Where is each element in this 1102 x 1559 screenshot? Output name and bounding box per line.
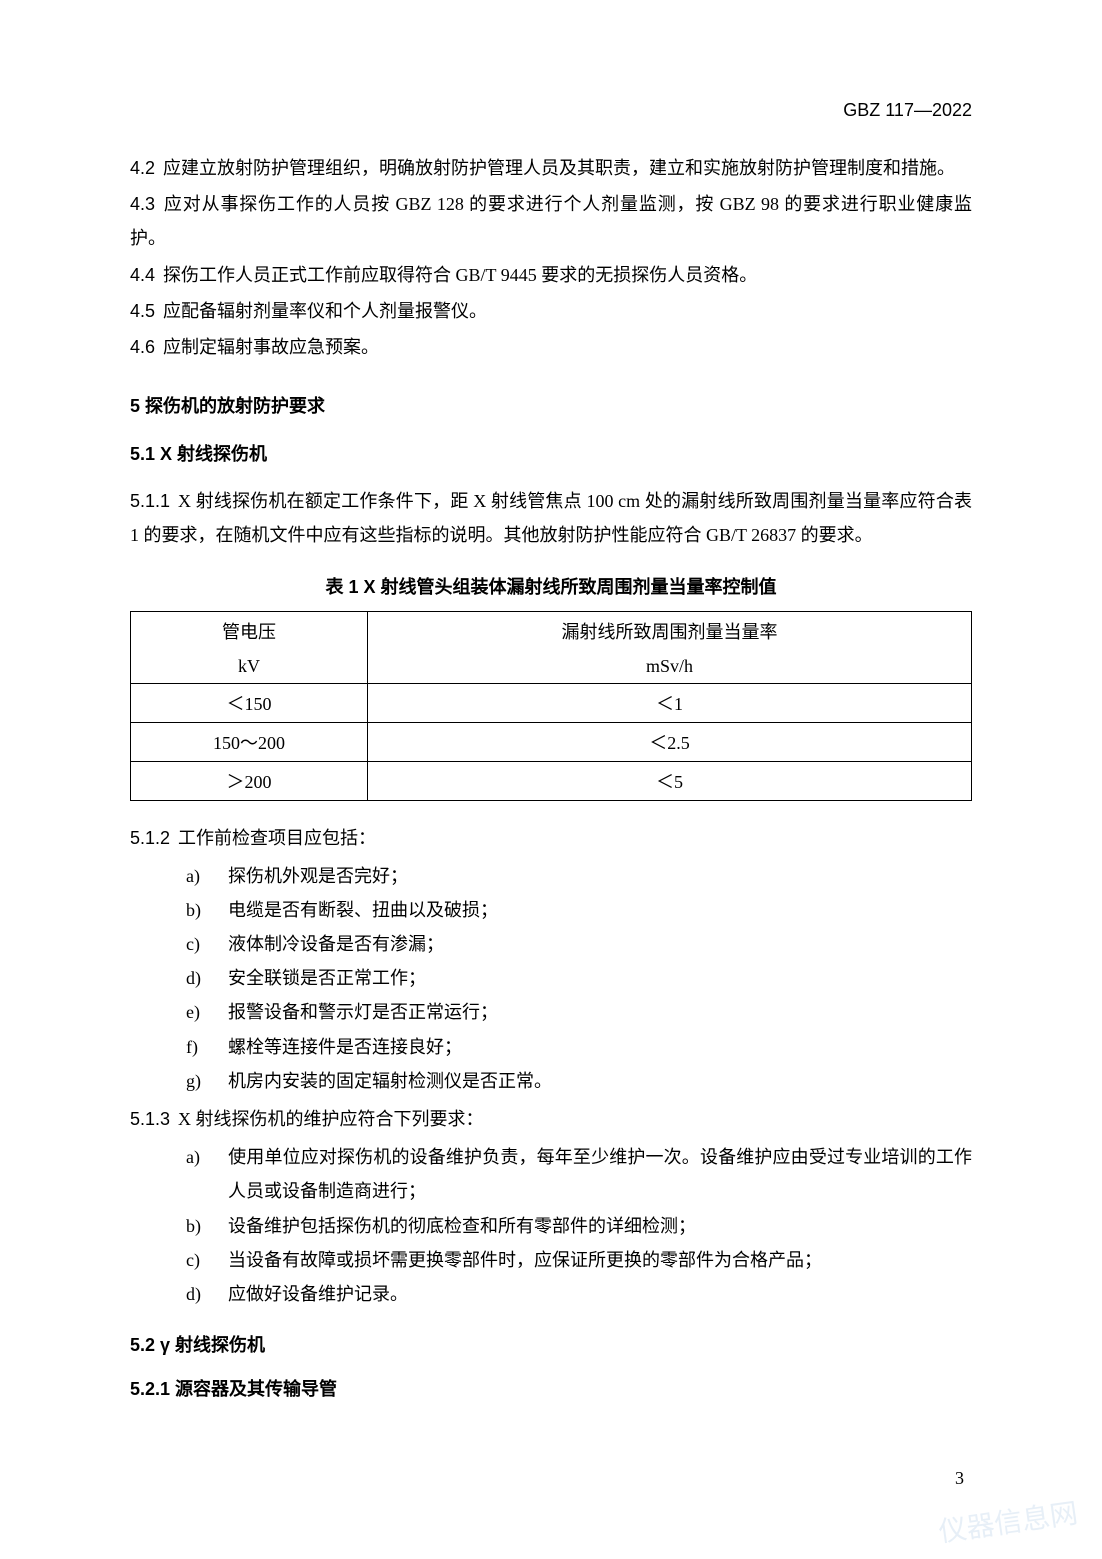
table-header-row-2: kV mSv/h — [131, 650, 972, 684]
page-number: 3 — [955, 1468, 964, 1489]
list-marker: b) — [186, 1209, 214, 1243]
table-row: ＜150 ＜1 — [131, 683, 972, 722]
clause-num: 4.4 — [130, 265, 155, 285]
list-item: a) 使用单位应对探伤机的设备维护负责，每年至少维护一次。设备维护应由受过专业培训… — [172, 1140, 972, 1208]
clause-text: 应建立放射防护管理组织，明确放射防护管理人员及其职责，建立和实施放射防护管理制度… — [163, 158, 955, 178]
document-code: GBZ 117—2022 — [130, 100, 972, 121]
list-item-text: 当设备有故障或损坏需更换零部件时，应保证所更换的零部件为合格产品； — [228, 1250, 822, 1270]
table-cell: ＞200 — [131, 761, 368, 800]
list-item-text: 应做好设备维护记录。 — [228, 1284, 408, 1304]
section-5-2-heading: 5.2 γ 射线探伤机 — [130, 1331, 972, 1357]
clause-5-1-1: 5.1.1X 射线探伤机在额定工作条件下，距 X 射线管焦点 100 cm 处的… — [130, 484, 972, 552]
clause-text: 应配备辐射剂量率仪和个人剂量报警仪。 — [163, 301, 487, 321]
list-item-text: 电缆是否有断裂、扭曲以及破损； — [228, 900, 498, 920]
clause-num: 4.5 — [130, 301, 155, 321]
clause-text: 工作前检查项目应包括： — [178, 828, 376, 848]
clause-4-4: 4.4 探伤工作人员正式工作前应取得符合 GB/T 9445 要求的无损探伤人员资… — [130, 258, 972, 292]
table-1-title: 表 1 X 射线管头组装体漏射线所致周围剂量当量率控制值 — [130, 573, 972, 599]
watermark: 仪器信息网 — [936, 1491, 1080, 1550]
clause-4-2: 4.2 应建立放射防护管理组织，明确放射防护管理人员及其职责，建立和实施放射防护管… — [130, 151, 972, 185]
table-cell: ＜1 — [368, 683, 972, 722]
table-header-cell: kV — [131, 650, 368, 684]
list-item: c) 液体制冷设备是否有渗漏； — [172, 927, 972, 961]
list-item: b) 电缆是否有断裂、扭曲以及破损； — [172, 893, 972, 927]
list-item: a) 探伤机外观是否完好； — [172, 859, 972, 893]
clause-num: 4.6 — [130, 337, 155, 357]
list-item: g) 机房内安装的固定辐射检测仪是否正常。 — [172, 1064, 972, 1098]
list-marker: c) — [186, 927, 214, 961]
clause-text: 探伤工作人员正式工作前应取得符合 GB/T 9445 要求的无损探伤人员资格。 — [163, 265, 757, 285]
section-5-2-1-heading: 5.2.1 源容器及其传输导管 — [130, 1375, 972, 1401]
list-marker: e) — [186, 995, 214, 1029]
clause-num: 5.1.2 — [130, 828, 170, 848]
table-header-cell: 漏射线所致周围剂量当量率 — [368, 611, 972, 650]
clause-5-1-2: 5.1.2 工作前检查项目应包括： — [130, 821, 972, 855]
list-item: b) 设备维护包括探伤机的彻底检查和所有零部件的详细检测； — [172, 1209, 972, 1243]
list-item: f) 螺栓等连接件是否连接良好； — [172, 1030, 972, 1064]
list-5-1-2: a) 探伤机外观是否完好； b) 电缆是否有断裂、扭曲以及破损； c) 液体制冷设备是… — [130, 859, 972, 1098]
list-marker: a) — [186, 859, 214, 893]
list-marker: c) — [186, 1243, 214, 1277]
clause-4-6: 4.6 应制定辐射事故应急预案。 — [130, 330, 972, 364]
list-5-1-3: a) 使用单位应对探伤机的设备维护负责，每年至少维护一次。设备维护应由受过专业培训… — [130, 1140, 972, 1311]
clause-4-3: 4.3应对从事探伤工作的人员按 GBZ 128 的要求进行个人剂量监测，按 GB… — [130, 187, 972, 255]
table-header-row-1: 管电压 漏射线所致周围剂量当量率 — [131, 611, 972, 650]
list-item-text: 安全联锁是否正常工作； — [228, 968, 426, 988]
clause-text: 应对从事探伤工作的人员按 GBZ 128 的要求进行个人剂量监测，按 GBZ 9… — [130, 194, 972, 248]
table-header-cell: 管电压 — [131, 611, 368, 650]
list-marker: f) — [186, 1030, 214, 1064]
clause-num: 5.1.1 — [130, 491, 170, 511]
list-item-text: 液体制冷设备是否有渗漏； — [228, 934, 444, 954]
section-5-1-heading: 5.1 X 射线探伤机 — [130, 440, 972, 466]
list-item: d) 应做好设备维护记录。 — [172, 1277, 972, 1311]
clause-4-5: 4.5 应配备辐射剂量率仪和个人剂量报警仪。 — [130, 294, 972, 328]
table-cell: ＜150 — [131, 683, 368, 722]
clause-text: 应制定辐射事故应急预案。 — [163, 337, 379, 357]
list-marker: a) — [186, 1140, 214, 1174]
list-item-text: 设备维护包括探伤机的彻底检查和所有零部件的详细检测； — [228, 1216, 696, 1236]
list-item: d) 安全联锁是否正常工作； — [172, 961, 972, 995]
list-item-text: 探伤机外观是否完好； — [228, 866, 408, 886]
table-header-cell: mSv/h — [368, 650, 972, 684]
table-row: 150～200 ＜2.5 — [131, 722, 972, 761]
list-item-text: 报警设备和警示灯是否正常运行； — [228, 1002, 498, 1022]
list-marker: g) — [186, 1064, 214, 1098]
list-item: c) 当设备有故障或损坏需更换零部件时，应保证所更换的零部件为合格产品； — [172, 1243, 972, 1277]
table-cell: 150～200 — [131, 722, 368, 761]
list-item-text: 机房内安装的固定辐射检测仪是否正常。 — [228, 1071, 552, 1091]
list-marker: b) — [186, 893, 214, 927]
clause-num: 5.1.3 — [130, 1109, 170, 1129]
section-5-heading: 5 探伤机的放射防护要求 — [130, 392, 972, 418]
list-item: e) 报警设备和警示灯是否正常运行； — [172, 995, 972, 1029]
list-marker: d) — [186, 961, 214, 995]
table-cell: ＜5 — [368, 761, 972, 800]
clause-text: X 射线探伤机的维护应符合下列要求： — [178, 1109, 484, 1129]
clause-num: 4.3 — [130, 194, 155, 214]
clause-num: 4.2 — [130, 158, 155, 178]
list-item-text: 使用单位应对探伤机的设备维护负责，每年至少维护一次。设备维护应由受过专业培训的工… — [228, 1147, 972, 1201]
list-marker: d) — [186, 1277, 214, 1311]
clause-text: X 射线探伤机在额定工作条件下，距 X 射线管焦点 100 cm 处的漏射线所致… — [130, 491, 972, 545]
table-1: 管电压 漏射线所致周围剂量当量率 kV mSv/h ＜150 ＜1 150～20… — [130, 611, 972, 801]
table-row: ＞200 ＜5 — [131, 761, 972, 800]
list-item-text: 螺栓等连接件是否连接良好； — [228, 1037, 462, 1057]
table-cell: ＜2.5 — [368, 722, 972, 761]
clause-5-1-3: 5.1.3 X 射线探伤机的维护应符合下列要求： — [130, 1102, 972, 1136]
